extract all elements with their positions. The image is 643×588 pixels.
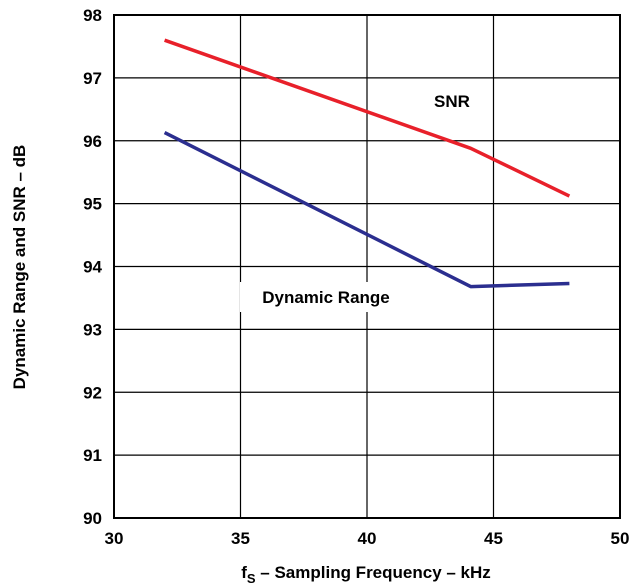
series-label-snr: SNR <box>434 92 470 111</box>
series-label-dynamic-range: Dynamic Range <box>262 288 390 307</box>
x-tick-labels: 30 35 40 45 50 <box>105 529 630 548</box>
y-tick-label: 97 <box>83 69 102 88</box>
x-axis-label-main: f <box>241 563 247 582</box>
x-tick-label: 50 <box>611 529 630 548</box>
series-lines <box>163 38 571 289</box>
series-line-snr <box>164 38 571 198</box>
y-tick-label: 95 <box>83 195 102 214</box>
x-axis-label: fS – Sampling Frequency – kHz <box>241 563 491 586</box>
y-tick-label: 91 <box>83 446 102 465</box>
y-tick-labels: 90 91 92 93 94 95 96 97 98 <box>83 6 102 528</box>
x-axis-label-subscript: S <box>247 571 256 586</box>
series-line-dynamic-range <box>163 131 570 289</box>
x-tick-label: 40 <box>358 529 377 548</box>
y-tick-label: 98 <box>83 6 102 25</box>
plot-frame <box>113 14 621 519</box>
y-tick-label: 90 <box>83 509 102 528</box>
y-axis-label: Dynamic Range and SNR – dB <box>10 145 29 390</box>
x-axis-label-rest: – Sampling Frequency – kHz <box>256 563 491 582</box>
y-tick-label: 93 <box>83 320 102 339</box>
x-tick-label: 35 <box>231 529 250 548</box>
series-label-bg <box>240 282 410 312</box>
y-tick-label: 92 <box>83 383 102 402</box>
y-tick-label: 94 <box>83 258 102 277</box>
x-tick-label: 45 <box>484 529 503 548</box>
y-tick-label: 96 <box>83 132 102 151</box>
x-tick-label: 30 <box>105 529 124 548</box>
